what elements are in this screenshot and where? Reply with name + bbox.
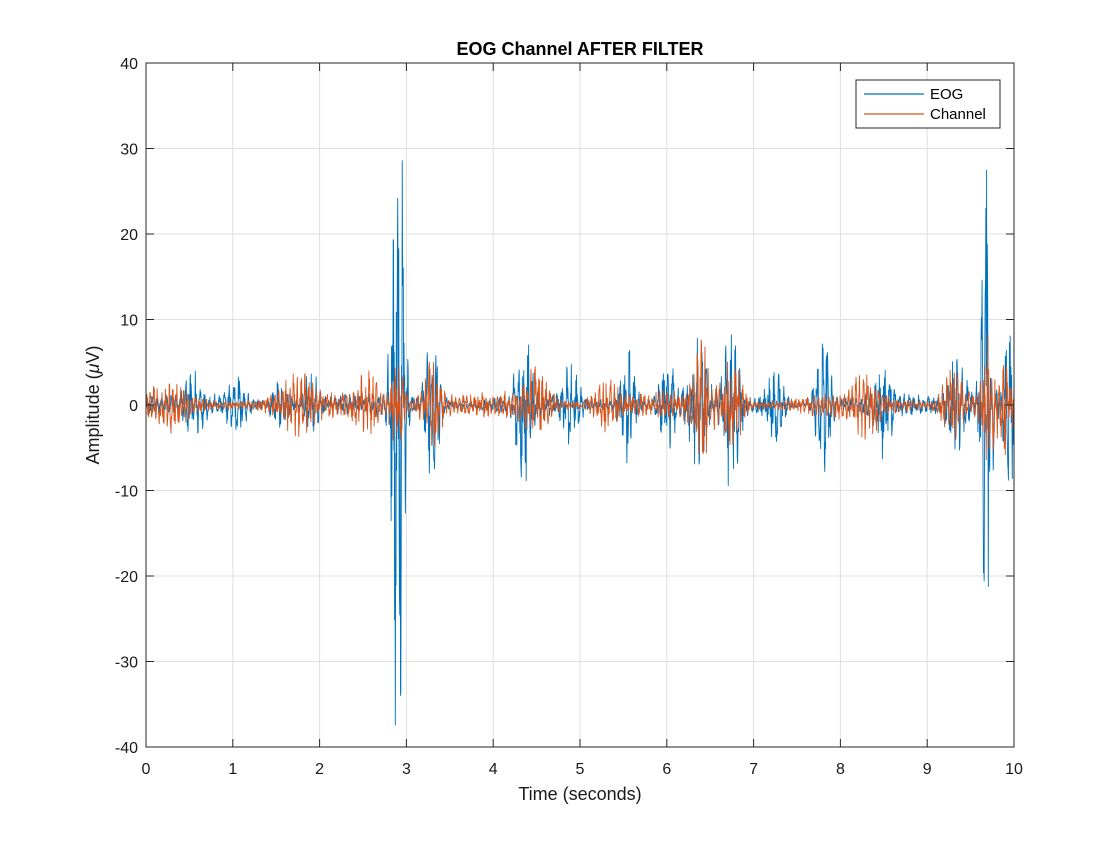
y-tick-labels: 40 30 20 10 0 -10 -20 -30 -40: [115, 56, 138, 757]
x-axis-label: Time (seconds): [518, 784, 641, 804]
y-axis-label-suffix: V): [83, 346, 103, 364]
x-tick-label: 1: [228, 761, 237, 778]
series-line-channel: [145, 334, 1015, 461]
y-tick-label: 40: [120, 56, 138, 73]
x-tick-label: 10: [1005, 761, 1023, 778]
y-tick-label: 0: [129, 398, 138, 415]
x-tick-labels: 0 1 2 3 4 5 6 7 8 9 10: [142, 761, 1023, 778]
y-tick-label: -40: [115, 740, 138, 757]
y-tick-label: 10: [120, 313, 138, 330]
x-tick-label: 8: [836, 761, 845, 778]
x-tick-label: 6: [662, 761, 671, 778]
tick-marks: [145, 62, 1015, 748]
x-tick-label: 7: [749, 761, 758, 778]
y-axis-label-mu: μ: [83, 363, 103, 374]
y-axis-label: Amplitude (μV): [83, 346, 103, 465]
chart-title: EOG Channel AFTER FILTER: [457, 39, 704, 59]
y-axis-label-prefix: Amplitude (: [83, 373, 103, 464]
x-tick-label: 2: [315, 761, 324, 778]
x-tick-label: 3: [402, 761, 411, 778]
legend-label-eog: EOG: [930, 86, 963, 103]
y-tick-label: -20: [115, 569, 138, 586]
x-tick-label: 5: [576, 761, 585, 778]
legend-box: [855, 79, 1001, 129]
legend-label-channel: Channel: [930, 106, 986, 123]
y-tick-label: -30: [115, 655, 138, 672]
x-tick-label: 4: [489, 761, 498, 778]
y-tick-label: -10: [115, 484, 138, 501]
x-tick-label: 9: [923, 761, 932, 778]
series-layer: [145, 160, 1015, 726]
x-tick-label: 0: [142, 761, 151, 778]
y-tick-label: 20: [120, 227, 138, 244]
y-tick-label: 30: [120, 142, 138, 159]
legend: EOG Channel: [855, 79, 1001, 129]
